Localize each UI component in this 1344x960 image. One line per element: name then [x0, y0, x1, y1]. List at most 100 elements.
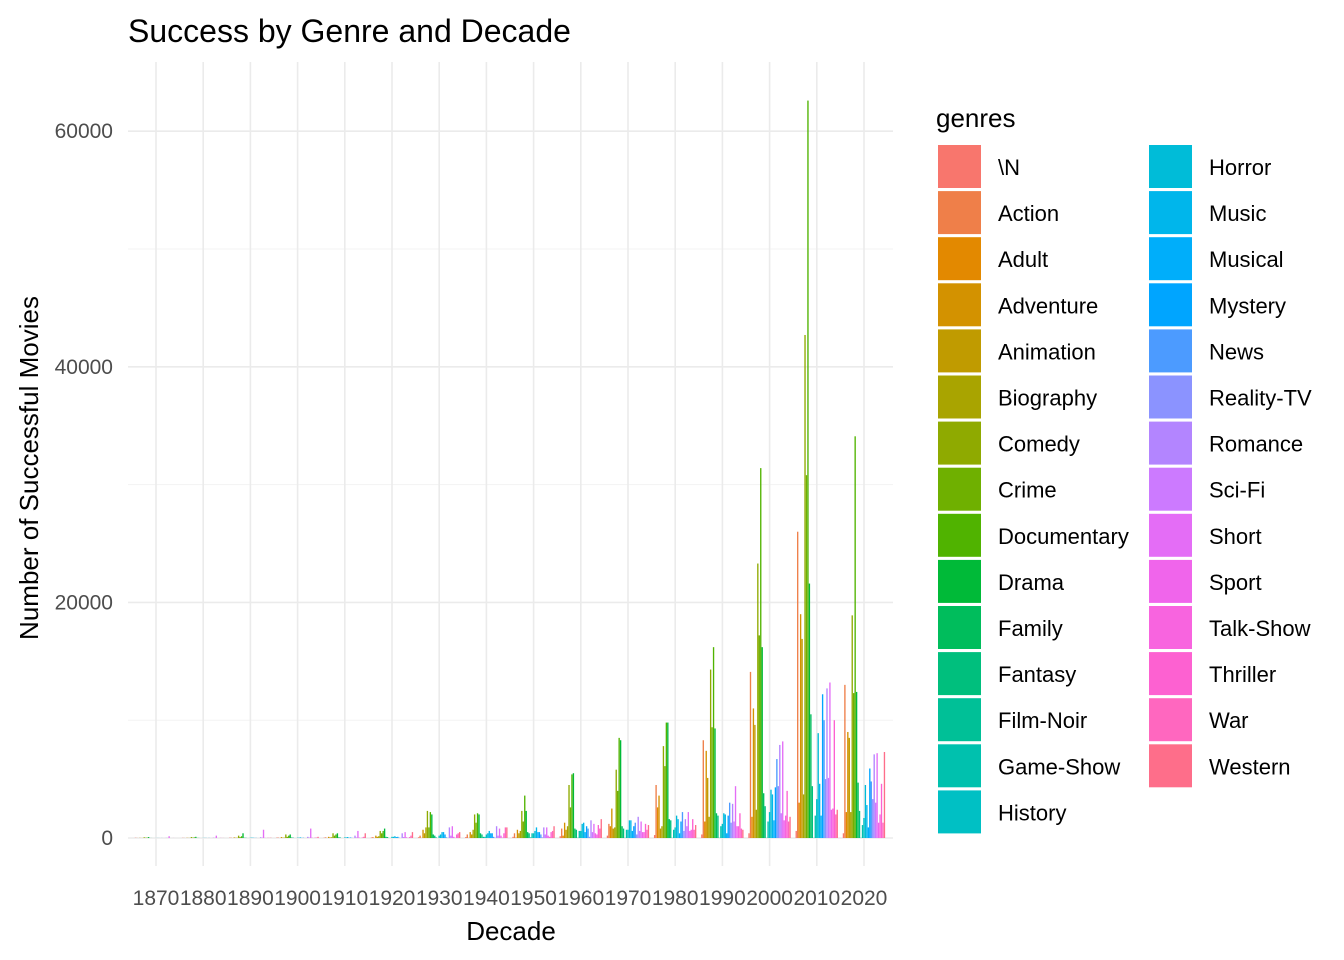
legend-title: genres — [936, 103, 1016, 133]
bar — [286, 836, 288, 838]
bar — [752, 708, 755, 838]
bar — [730, 822, 732, 838]
legend-label: Romance — [1209, 432, 1303, 457]
y-axis-ticks: 0 20000 40000 60000 — [55, 120, 113, 850]
bar — [783, 820, 785, 838]
bar — [712, 647, 715, 838]
bar — [482, 836, 485, 838]
grid — [128, 62, 893, 866]
bar — [239, 837, 241, 838]
bar — [876, 753, 878, 838]
bar — [307, 836, 309, 838]
bar — [382, 830, 384, 838]
bar — [627, 829, 629, 838]
bar — [755, 809, 758, 838]
bar — [535, 827, 538, 838]
bar — [819, 783, 821, 838]
bar — [723, 813, 725, 838]
bar — [338, 837, 340, 838]
bar — [550, 832, 552, 838]
bar — [262, 829, 265, 838]
bar — [330, 837, 333, 838]
x-tick-label: 1890 — [227, 887, 274, 910]
bar — [445, 837, 448, 838]
legend-key — [1149, 698, 1192, 742]
bar — [397, 836, 399, 838]
bar — [714, 728, 716, 838]
bar — [739, 813, 741, 838]
bar — [761, 647, 763, 838]
bar — [740, 828, 743, 838]
bar — [537, 832, 539, 838]
bar — [702, 740, 704, 838]
bar — [646, 829, 648, 838]
bar — [708, 816, 710, 838]
bar — [690, 829, 692, 838]
bar — [404, 832, 406, 838]
bar — [299, 837, 302, 838]
bar — [774, 787, 777, 838]
bar — [465, 837, 467, 838]
bar — [675, 815, 678, 838]
bar — [578, 830, 580, 838]
x-tick-label: 1910 — [321, 887, 368, 910]
bar — [780, 813, 782, 838]
bar — [327, 836, 330, 838]
bar — [680, 821, 682, 838]
bar — [529, 837, 532, 838]
bar — [681, 812, 684, 838]
bar — [773, 820, 775, 838]
bar — [506, 827, 508, 838]
x-tick-label: 1950 — [510, 887, 557, 910]
legend-label: Documentary — [998, 524, 1129, 549]
legend-label: \N — [998, 155, 1020, 180]
bar — [336, 833, 339, 838]
bar — [814, 815, 816, 838]
bar — [597, 825, 599, 838]
bar — [659, 828, 662, 838]
bar — [799, 614, 802, 838]
chart-title: Success by Genre and Decade — [128, 13, 571, 49]
legend-label: Thriller — [1209, 662, 1276, 687]
bar — [733, 821, 735, 838]
bar — [768, 812, 771, 838]
bar — [628, 820, 631, 838]
legend-label: Film-Noir — [998, 708, 1087, 733]
bar — [704, 821, 706, 838]
bar — [190, 837, 193, 838]
bar — [559, 836, 561, 838]
legend-key — [938, 606, 981, 649]
bar — [432, 834, 434, 838]
bar — [376, 836, 378, 838]
bar — [749, 671, 752, 838]
legend-key — [1149, 421, 1192, 465]
legend-key — [1149, 237, 1192, 281]
bar — [410, 835, 412, 838]
legend-key — [1149, 744, 1192, 788]
legend-key — [938, 421, 981, 465]
bar — [568, 784, 570, 838]
bar — [829, 682, 831, 838]
bar — [442, 832, 445, 838]
bar — [882, 822, 884, 838]
bar — [820, 815, 822, 838]
bar — [854, 436, 856, 838]
bar — [804, 334, 806, 838]
bar — [830, 809, 833, 838]
bar — [417, 837, 420, 838]
bar — [844, 684, 846, 838]
bar — [587, 828, 589, 838]
bar — [784, 815, 787, 838]
bar — [877, 822, 880, 838]
bar — [845, 812, 848, 838]
bar — [147, 837, 150, 838]
bar — [867, 827, 870, 838]
bar — [858, 810, 861, 838]
x-axis-ticks: 1870 1880 1890 1900 1910 1920 1930 1940 1950 1960… — [133, 887, 888, 910]
bar — [240, 836, 243, 838]
legend-key — [938, 191, 981, 235]
bar — [562, 835, 564, 838]
bar — [683, 830, 685, 838]
bar — [617, 790, 619, 838]
bar — [574, 828, 576, 838]
